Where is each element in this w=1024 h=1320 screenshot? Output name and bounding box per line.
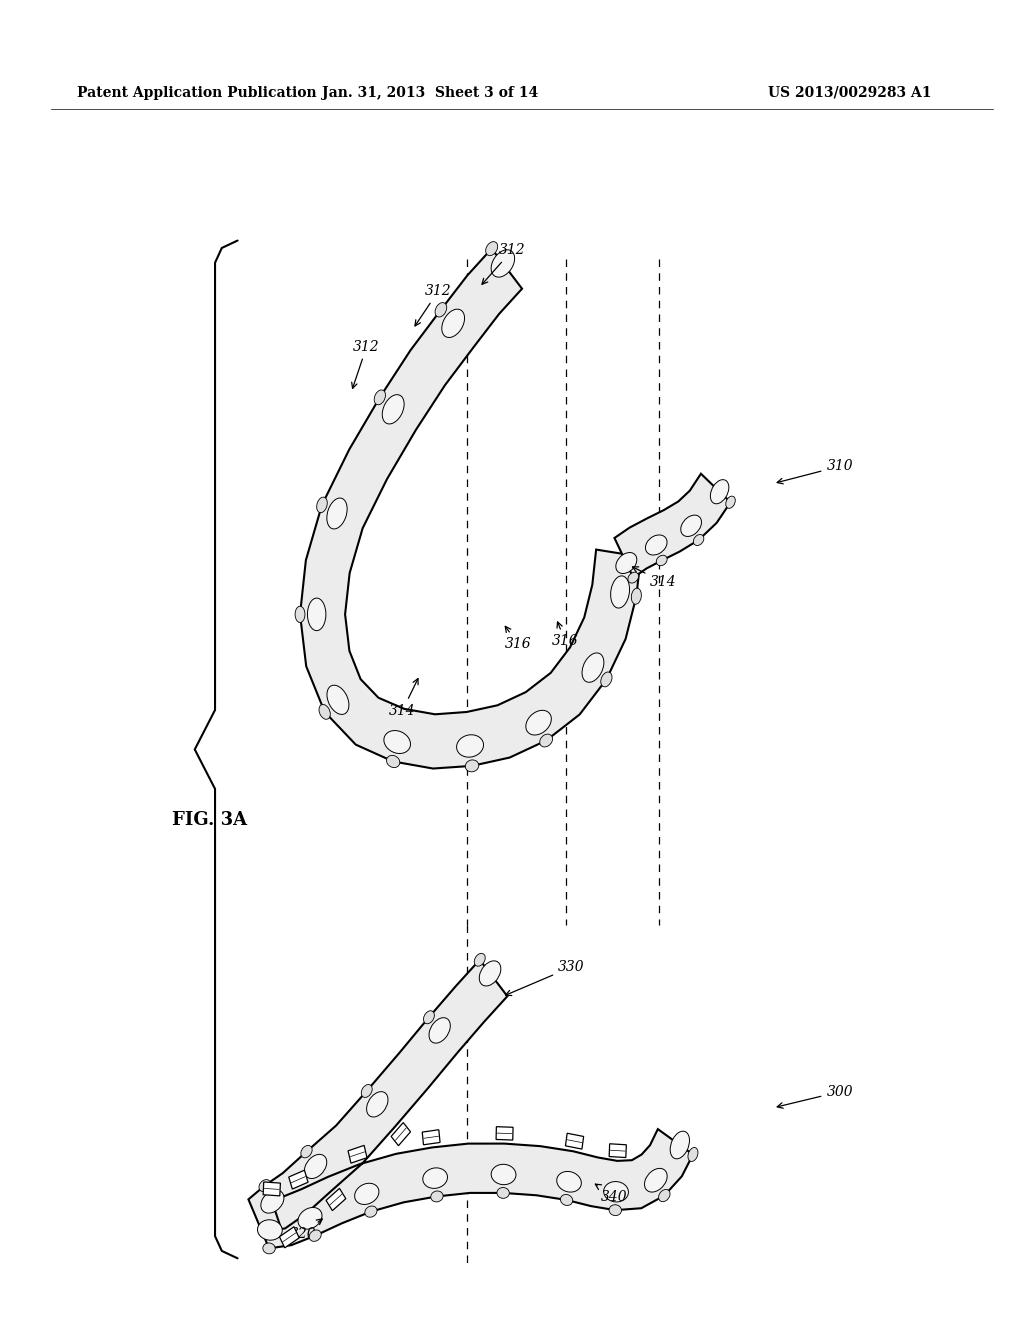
Ellipse shape	[560, 1195, 572, 1205]
Ellipse shape	[327, 498, 347, 529]
Ellipse shape	[441, 309, 465, 338]
Ellipse shape	[615, 553, 637, 573]
Ellipse shape	[485, 242, 498, 256]
Ellipse shape	[492, 249, 515, 277]
Ellipse shape	[457, 735, 483, 758]
Ellipse shape	[479, 961, 501, 986]
Text: FIG. 3A: FIG. 3A	[172, 812, 248, 829]
Ellipse shape	[644, 1168, 668, 1192]
Ellipse shape	[645, 535, 667, 554]
FancyBboxPatch shape	[326, 1188, 346, 1210]
Ellipse shape	[257, 1220, 283, 1241]
Ellipse shape	[298, 1208, 322, 1229]
Ellipse shape	[609, 1205, 622, 1216]
Ellipse shape	[474, 953, 485, 966]
Ellipse shape	[386, 755, 399, 767]
Text: 314: 314	[633, 566, 677, 589]
Ellipse shape	[367, 1092, 388, 1117]
Ellipse shape	[726, 496, 735, 508]
Ellipse shape	[295, 606, 305, 623]
Ellipse shape	[658, 1189, 670, 1201]
Ellipse shape	[670, 1131, 689, 1159]
Ellipse shape	[319, 705, 331, 719]
FancyBboxPatch shape	[609, 1143, 627, 1158]
Text: 320: 320	[290, 1218, 323, 1241]
Text: 312: 312	[482, 243, 525, 284]
Ellipse shape	[492, 1164, 516, 1184]
Ellipse shape	[361, 1085, 372, 1097]
Ellipse shape	[307, 598, 326, 631]
Ellipse shape	[601, 672, 612, 686]
Ellipse shape	[304, 1155, 327, 1179]
Ellipse shape	[309, 1230, 322, 1241]
Text: 314: 314	[389, 678, 418, 718]
FancyBboxPatch shape	[391, 1122, 411, 1146]
Text: 316: 316	[552, 622, 579, 648]
Ellipse shape	[382, 395, 404, 424]
FancyBboxPatch shape	[422, 1130, 440, 1144]
Ellipse shape	[465, 760, 479, 772]
Ellipse shape	[688, 1147, 698, 1162]
Ellipse shape	[628, 572, 639, 583]
Ellipse shape	[711, 479, 729, 504]
Ellipse shape	[435, 302, 446, 317]
Text: Jan. 31, 2013  Sheet 3 of 14: Jan. 31, 2013 Sheet 3 of 14	[322, 86, 539, 99]
Ellipse shape	[316, 498, 328, 512]
Ellipse shape	[261, 1191, 284, 1213]
Ellipse shape	[557, 1171, 582, 1192]
Ellipse shape	[497, 1188, 509, 1199]
FancyBboxPatch shape	[565, 1134, 584, 1150]
Polygon shape	[300, 248, 641, 768]
FancyBboxPatch shape	[289, 1171, 308, 1189]
Text: 300: 300	[777, 1085, 853, 1109]
Ellipse shape	[374, 389, 385, 405]
Ellipse shape	[526, 710, 551, 735]
Text: 310: 310	[777, 459, 853, 484]
Ellipse shape	[424, 1011, 434, 1024]
Ellipse shape	[431, 1191, 443, 1203]
Text: US 2013/0029283 A1: US 2013/0029283 A1	[768, 86, 932, 99]
FancyBboxPatch shape	[280, 1226, 299, 1247]
FancyBboxPatch shape	[496, 1127, 513, 1140]
Text: 312: 312	[351, 339, 380, 388]
Ellipse shape	[365, 1206, 377, 1217]
Ellipse shape	[423, 1168, 447, 1188]
Ellipse shape	[384, 730, 411, 754]
Ellipse shape	[259, 1180, 270, 1192]
Ellipse shape	[263, 1243, 275, 1254]
Polygon shape	[614, 474, 730, 578]
Polygon shape	[249, 960, 693, 1249]
Text: Patent Application Publication: Patent Application Publication	[77, 86, 316, 99]
Ellipse shape	[693, 535, 703, 545]
Ellipse shape	[681, 515, 701, 536]
Ellipse shape	[582, 653, 604, 682]
Ellipse shape	[610, 576, 630, 609]
Ellipse shape	[540, 734, 553, 747]
FancyBboxPatch shape	[263, 1181, 281, 1196]
Ellipse shape	[632, 589, 641, 605]
Ellipse shape	[429, 1018, 451, 1043]
Ellipse shape	[656, 556, 668, 566]
Ellipse shape	[327, 685, 349, 714]
Ellipse shape	[604, 1181, 629, 1203]
Ellipse shape	[354, 1183, 379, 1204]
Ellipse shape	[301, 1146, 312, 1158]
Text: 330: 330	[506, 960, 585, 995]
FancyBboxPatch shape	[348, 1146, 367, 1163]
Text: 312: 312	[415, 284, 452, 326]
Text: 340: 340	[595, 1184, 628, 1204]
Text: 316: 316	[505, 627, 531, 651]
